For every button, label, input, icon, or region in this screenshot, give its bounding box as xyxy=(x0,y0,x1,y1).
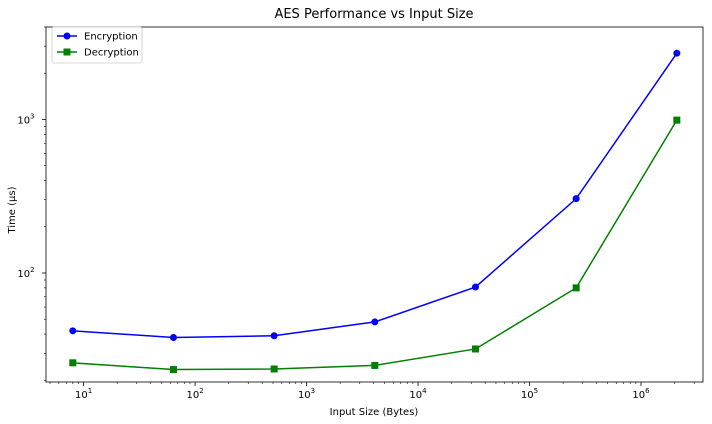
data-point-decryption xyxy=(169,366,177,374)
y-axis-label: Time (µs) xyxy=(7,186,18,234)
legend-marker-encryption xyxy=(63,32,71,40)
data-point-decryption xyxy=(572,284,580,292)
data-point-decryption xyxy=(471,345,479,353)
x-tick-label: 104 xyxy=(409,387,427,401)
data-point-encryption xyxy=(169,334,177,342)
x-tick-label: 101 xyxy=(75,387,92,401)
x-tick-label: 106 xyxy=(632,387,650,401)
x-tick-label: 103 xyxy=(298,387,315,401)
x-tick-label: 102 xyxy=(186,387,203,401)
data-point-decryption xyxy=(270,365,278,373)
data-point-encryption xyxy=(270,332,278,340)
y-tick-label: 103 xyxy=(17,112,34,126)
chart-title: AES Performance vs Input Size xyxy=(274,7,473,22)
data-point-decryption xyxy=(371,361,379,369)
legend-marker-decryption xyxy=(63,48,71,56)
data-point-encryption xyxy=(572,195,580,203)
series-line-decryption xyxy=(72,119,678,371)
x-tick-label: 105 xyxy=(521,387,538,401)
data-point-decryption xyxy=(673,116,681,124)
series-line-encryption xyxy=(72,52,678,339)
legend-label-encryption: Encryption xyxy=(84,32,138,43)
legend-label-decryption: Decryption xyxy=(84,48,139,59)
x-axis-label: Input Size (Bytes) xyxy=(330,407,419,418)
data-point-encryption xyxy=(471,283,479,291)
y-tick-label: 102 xyxy=(17,266,34,280)
data-point-decryption xyxy=(69,359,77,367)
data-point-encryption xyxy=(673,49,681,57)
data-point-encryption xyxy=(371,318,379,326)
plot-frame xyxy=(45,26,704,383)
plot-area: 101 102 103 104 105 106 102 103 Encryption Decryp… xyxy=(17,26,704,401)
data-point-encryption xyxy=(69,327,77,335)
